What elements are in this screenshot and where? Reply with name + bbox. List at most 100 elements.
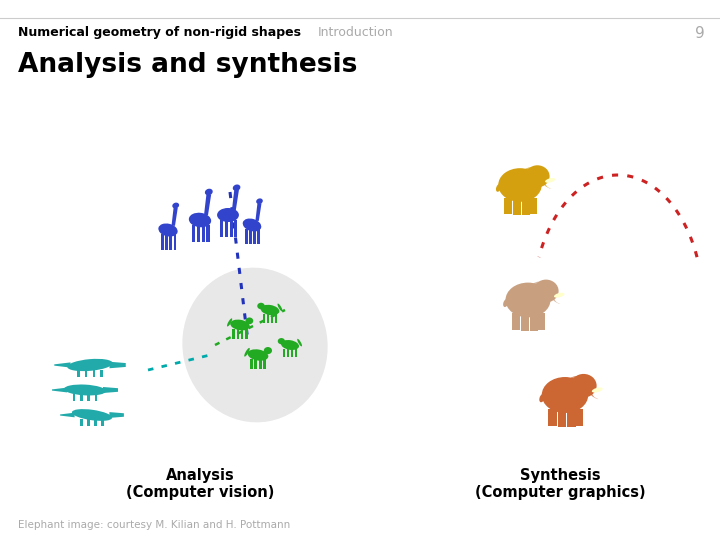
Text: (Computer graphics): (Computer graphics): [474, 485, 645, 500]
Bar: [225, 220, 228, 237]
Ellipse shape: [244, 348, 250, 356]
Ellipse shape: [554, 293, 564, 298]
Bar: [202, 225, 204, 242]
Ellipse shape: [525, 165, 549, 187]
Polygon shape: [550, 288, 553, 291]
Bar: [258, 360, 261, 369]
Polygon shape: [541, 178, 544, 180]
Polygon shape: [557, 302, 559, 304]
Ellipse shape: [68, 359, 112, 371]
Polygon shape: [588, 384, 590, 387]
Ellipse shape: [172, 202, 179, 208]
Bar: [230, 220, 233, 237]
Polygon shape: [590, 393, 593, 395]
Polygon shape: [554, 301, 557, 302]
Polygon shape: [109, 362, 126, 368]
Bar: [234, 220, 238, 237]
Polygon shape: [588, 382, 591, 384]
Polygon shape: [543, 182, 545, 184]
Bar: [93, 369, 95, 377]
Polygon shape: [541, 179, 544, 181]
Bar: [85, 369, 87, 377]
Bar: [575, 409, 583, 426]
Ellipse shape: [592, 388, 603, 393]
Bar: [207, 225, 210, 242]
Bar: [165, 234, 168, 249]
Ellipse shape: [72, 409, 112, 421]
Ellipse shape: [503, 299, 508, 307]
Polygon shape: [541, 174, 544, 176]
Bar: [264, 360, 266, 369]
Polygon shape: [552, 298, 554, 300]
Bar: [294, 349, 297, 357]
Bar: [81, 419, 83, 426]
Polygon shape: [550, 287, 553, 289]
Ellipse shape: [230, 320, 250, 330]
Polygon shape: [544, 185, 547, 187]
Bar: [94, 419, 96, 426]
Polygon shape: [588, 383, 590, 386]
Polygon shape: [590, 394, 594, 396]
Bar: [263, 314, 265, 323]
Polygon shape: [542, 180, 544, 182]
Ellipse shape: [541, 377, 588, 413]
Polygon shape: [589, 392, 592, 394]
Ellipse shape: [498, 168, 541, 202]
Polygon shape: [551, 296, 554, 298]
Polygon shape: [588, 389, 591, 391]
Polygon shape: [588, 386, 590, 389]
Polygon shape: [545, 186, 548, 187]
Polygon shape: [544, 185, 547, 186]
Bar: [521, 314, 529, 331]
Bar: [94, 394, 97, 401]
Polygon shape: [546, 186, 549, 188]
Bar: [87, 394, 90, 401]
Ellipse shape: [539, 394, 545, 402]
Ellipse shape: [505, 282, 551, 318]
Ellipse shape: [248, 349, 269, 361]
Ellipse shape: [64, 384, 106, 395]
Polygon shape: [109, 412, 124, 418]
Polygon shape: [52, 388, 67, 393]
Polygon shape: [60, 413, 75, 417]
Bar: [197, 225, 200, 242]
Polygon shape: [557, 302, 560, 304]
Polygon shape: [593, 397, 597, 399]
Text: Numerical geometry of non-rigid shapes: Numerical geometry of non-rigid shapes: [18, 26, 301, 39]
Ellipse shape: [264, 347, 272, 354]
Ellipse shape: [531, 282, 547, 296]
Bar: [266, 314, 269, 323]
Ellipse shape: [182, 268, 328, 422]
Bar: [80, 394, 83, 401]
Bar: [250, 360, 253, 369]
Ellipse shape: [243, 219, 261, 232]
Polygon shape: [554, 300, 557, 302]
Polygon shape: [550, 293, 553, 295]
Ellipse shape: [545, 178, 555, 183]
Bar: [283, 349, 285, 357]
Bar: [237, 329, 239, 339]
Ellipse shape: [257, 303, 265, 309]
Polygon shape: [550, 291, 553, 293]
Polygon shape: [591, 395, 595, 397]
Polygon shape: [232, 190, 239, 210]
Ellipse shape: [217, 208, 239, 222]
Bar: [513, 199, 521, 215]
Polygon shape: [171, 207, 178, 226]
Polygon shape: [555, 302, 559, 303]
Ellipse shape: [233, 185, 240, 191]
Ellipse shape: [256, 198, 263, 204]
Polygon shape: [541, 176, 544, 178]
Ellipse shape: [205, 188, 212, 195]
Bar: [253, 229, 256, 244]
Ellipse shape: [570, 374, 597, 397]
Text: (Computer vision): (Computer vision): [126, 485, 274, 500]
Bar: [530, 314, 538, 331]
Ellipse shape: [522, 167, 539, 182]
Ellipse shape: [534, 280, 559, 302]
Ellipse shape: [567, 376, 585, 392]
Polygon shape: [590, 394, 593, 396]
Bar: [271, 314, 274, 323]
Bar: [254, 360, 257, 369]
Bar: [220, 220, 223, 237]
